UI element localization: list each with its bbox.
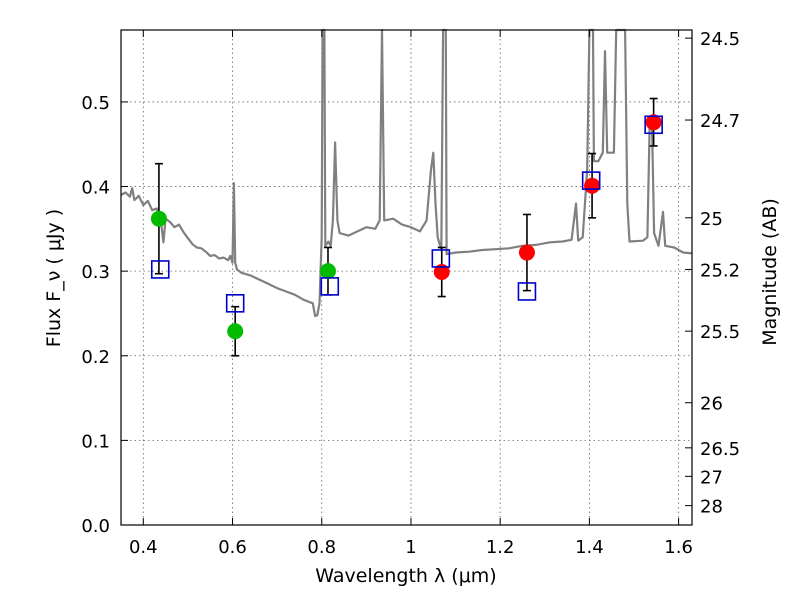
y2-tick-label: 25 (700, 209, 723, 230)
model-box-point (320, 277, 340, 296)
y2-axis-label: Magnitude (AB) (759, 198, 781, 346)
y-tick-label: 0.1 (81, 431, 110, 452)
y-tick-label: 0.4 (81, 178, 110, 199)
errorbars (154, 97, 658, 357)
y-tick-label: 0.0 (81, 516, 110, 537)
data-points (150, 114, 663, 340)
x-tick-label: 0.8 (307, 537, 336, 558)
y2-tick-label: 27 (700, 467, 723, 488)
model-box-point (644, 115, 663, 135)
y-axis-ticks: 0.0 0.1 0.2 0.3 0.4 0.5 (81, 93, 128, 537)
red-data-point (433, 264, 450, 280)
y-tick-label: 0.2 (81, 347, 110, 368)
x-axis-label: Wavelength λ (μm) (315, 565, 496, 587)
y-axis-label: Flux F_ν ( μJy ) (43, 209, 65, 347)
model-box-point (581, 171, 601, 190)
y-axis-label-text: Flux F_ν ( μJy ) (43, 209, 65, 347)
x-axis-ticks: 0.4 0.6 0.8 1 1.2 1.4 1.6 (129, 30, 693, 558)
spectrum-line (120, 28, 693, 318)
x-tick-label: 1.4 (575, 537, 604, 558)
red-data-point (645, 114, 662, 131)
model-box-point (225, 294, 245, 313)
grid (121, 30, 692, 526)
green-data-point (150, 210, 167, 227)
y-tick-label: 0.5 (81, 93, 110, 114)
y2-tick-label: 26 (700, 394, 723, 415)
red-data-point (584, 177, 601, 194)
green-data-point (227, 323, 244, 340)
model-box-point (431, 249, 451, 268)
plot-frame (120, 29, 693, 526)
y2-tick-label: 24.7 (700, 111, 740, 132)
y2-tick-label: 26.5 (700, 439, 740, 460)
y2-tick-label: 25.5 (700, 322, 740, 343)
x-tick-label: 1.2 (486, 537, 515, 558)
x-tick-label: 1 (405, 537, 416, 558)
y2-axis-ticks: 24.5 24.7 25 25.2 25.5 26 26.5 27 28 (685, 29, 740, 518)
red-data-point (518, 244, 535, 261)
x-tick-label: 1.6 (664, 537, 693, 558)
y2-tick-label: 25.2 (700, 260, 740, 281)
model-box-point (150, 260, 170, 279)
y2-tick-label: 24.5 (700, 29, 740, 50)
spectrum-series (120, 28, 693, 318)
x-tick-label: 0.4 (129, 537, 158, 558)
y2-tick-label: 28 (700, 497, 723, 518)
x-tick-label: 0.6 (218, 537, 247, 558)
model-box-point (517, 282, 537, 301)
y-tick-label: 0.3 (81, 262, 110, 283)
green-data-point (319, 263, 336, 280)
